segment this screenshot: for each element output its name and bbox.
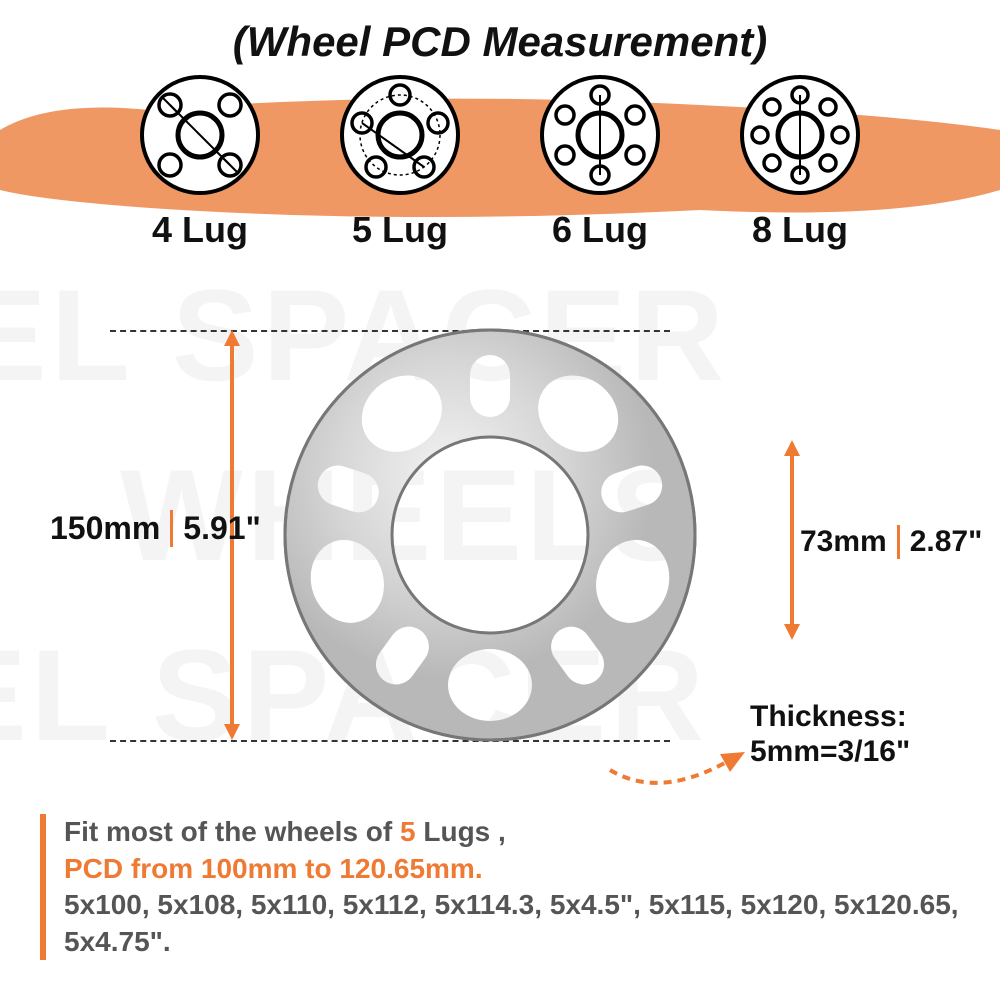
footer-fitment: Fit most of the wheels of 5 Lugs , PCD f…: [40, 814, 960, 960]
outer-mm: 150mm: [50, 510, 160, 547]
footer-line1a: Fit most of the wheels of: [64, 816, 400, 847]
bore-mm: 73mm: [800, 525, 887, 559]
spacer-ring: [280, 325, 700, 745]
bore-diameter-label: 73mm 2.87": [800, 525, 982, 559]
page-title: (Wheel PCD Measurement): [0, 18, 1000, 66]
footer-pcd-list: 5x100, 5x108, 5x110, 5x112, 5x114.3, 5x4…: [64, 887, 960, 960]
lug-8: 8 Lug: [725, 70, 875, 270]
lug-6: 6 Lug: [525, 70, 675, 270]
footer-lug-count: 5: [400, 816, 416, 847]
outer-diameter-label: 150mm 5.91": [50, 510, 261, 547]
lug-label: 5 Lug: [325, 209, 475, 251]
lug-4: 4 Lug: [125, 70, 275, 270]
footer-line1c: Lugs ,: [416, 816, 506, 847]
lug-label: 4 Lug: [125, 209, 275, 251]
footer-pcd-range: PCD from 100mm to 120.65mm.: [64, 851, 960, 887]
lug-5: 5 Lug: [325, 70, 475, 270]
thickness-label: Thickness: 5mm=3/16": [750, 700, 910, 769]
thickness-arrow: [600, 730, 760, 810]
spacer-diagram: 150mm 5.91" 73mm 2.87": [0, 300, 1000, 800]
lug-label: 8 Lug: [725, 209, 875, 251]
bore-in: 2.87": [910, 525, 983, 559]
lug-row: 4 Lug 5 Lug: [0, 70, 1000, 270]
lug-label: 6 Lug: [525, 209, 675, 251]
outer-in: 5.91": [183, 510, 260, 547]
